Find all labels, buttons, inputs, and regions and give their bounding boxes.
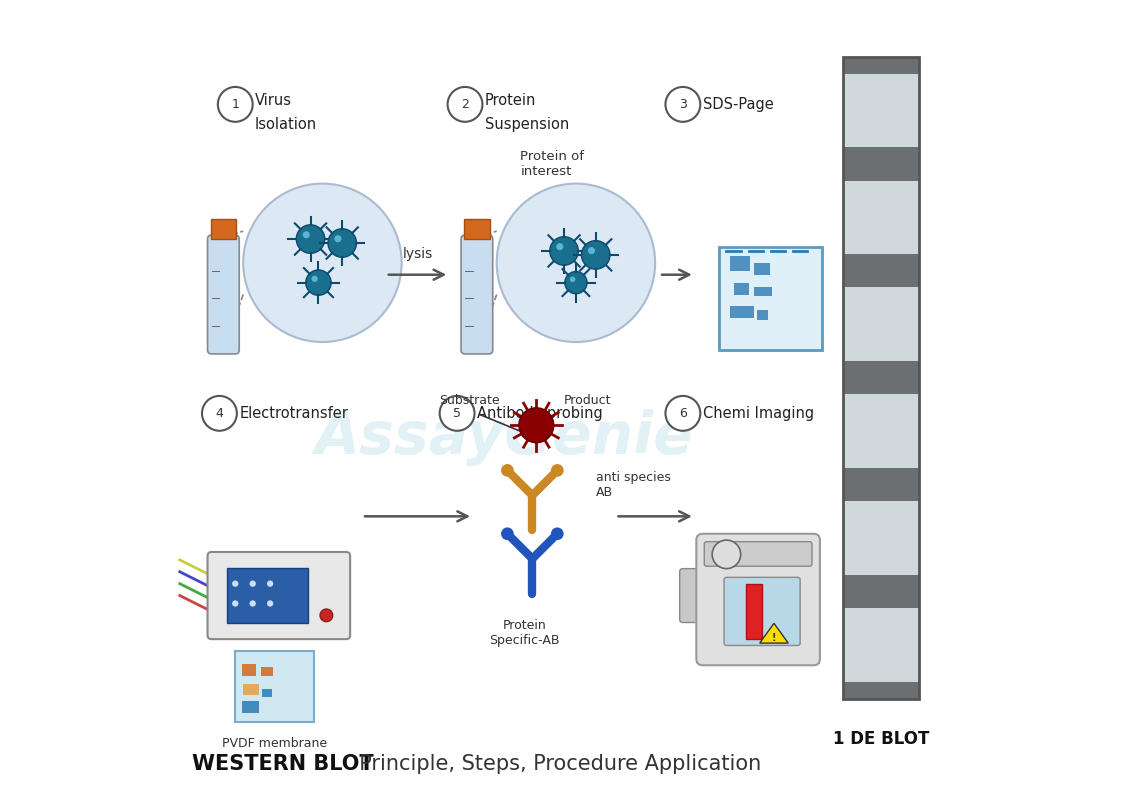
Bar: [746, 584, 762, 639]
FancyBboxPatch shape: [724, 577, 800, 646]
Bar: [243, 684, 259, 695]
Circle shape: [557, 243, 563, 250]
Bar: [843, 57, 919, 74]
Text: Virus: Virus: [256, 93, 292, 108]
Bar: [210, 219, 236, 239]
Text: 1: 1: [232, 98, 240, 111]
Bar: [734, 284, 749, 294]
Bar: [843, 57, 919, 699]
Circle shape: [448, 87, 483, 122]
FancyBboxPatch shape: [208, 552, 350, 639]
Bar: [843, 468, 919, 502]
Circle shape: [243, 184, 402, 342]
Text: 2: 2: [461, 98, 469, 111]
Bar: [262, 689, 272, 697]
Circle shape: [328, 229, 357, 258]
Circle shape: [666, 396, 700, 431]
Circle shape: [588, 247, 595, 254]
Circle shape: [218, 87, 252, 122]
Circle shape: [232, 580, 239, 587]
Bar: [730, 306, 754, 318]
Bar: [843, 288, 919, 361]
FancyBboxPatch shape: [208, 235, 240, 354]
Circle shape: [311, 276, 318, 282]
Circle shape: [320, 609, 333, 622]
Circle shape: [232, 600, 239, 607]
Circle shape: [712, 540, 741, 568]
FancyBboxPatch shape: [679, 568, 705, 622]
Bar: [757, 309, 768, 320]
Text: lysis: lysis: [402, 247, 433, 262]
Bar: [843, 361, 919, 394]
Bar: [843, 575, 919, 608]
Text: Protein: Protein: [485, 93, 536, 108]
Circle shape: [501, 527, 513, 540]
Circle shape: [550, 237, 578, 266]
Circle shape: [267, 580, 274, 587]
FancyBboxPatch shape: [235, 651, 315, 723]
Text: anti species
AB: anti species AB: [595, 471, 670, 498]
Text: Suspension: Suspension: [485, 117, 569, 132]
Bar: [242, 665, 256, 677]
Bar: [227, 568, 308, 623]
Text: 5: 5: [453, 407, 461, 420]
FancyBboxPatch shape: [719, 247, 821, 350]
Bar: [260, 667, 273, 677]
Text: Chemi Imaging: Chemi Imaging: [703, 405, 813, 421]
Text: Antibody probing: Antibody probing: [477, 405, 602, 421]
Text: WESTERN BLOT: WESTERN BLOT: [192, 754, 374, 774]
Circle shape: [496, 184, 655, 342]
Bar: [843, 147, 919, 180]
Text: 3: 3: [679, 98, 687, 111]
Bar: [465, 219, 490, 239]
Bar: [843, 180, 919, 254]
FancyBboxPatch shape: [696, 533, 820, 665]
Circle shape: [666, 87, 700, 122]
FancyBboxPatch shape: [704, 541, 812, 566]
Text: 4: 4: [216, 407, 224, 420]
Text: Protein
Specific-AB: Protein Specific-AB: [490, 619, 560, 647]
Text: Isolation: Isolation: [256, 117, 317, 132]
Circle shape: [582, 241, 610, 270]
Text: Electrotransfer: Electrotransfer: [240, 405, 348, 421]
Text: Protein of
interest: Protein of interest: [520, 149, 584, 178]
Circle shape: [519, 408, 553, 443]
Text: Principle, Steps, Procedure Application: Principle, Steps, Procedure Application: [346, 754, 761, 774]
Bar: [843, 682, 919, 699]
Circle shape: [565, 272, 587, 293]
Bar: [730, 257, 750, 271]
Circle shape: [440, 396, 475, 431]
Circle shape: [334, 235, 342, 242]
Text: SDS-Page: SDS-Page: [703, 97, 774, 112]
Circle shape: [250, 580, 256, 587]
Text: 6: 6: [679, 407, 687, 420]
Circle shape: [202, 396, 236, 431]
Circle shape: [570, 277, 575, 282]
Text: PVDF membrane: PVDF membrane: [223, 737, 327, 750]
Bar: [754, 263, 770, 275]
Bar: [843, 254, 919, 288]
Bar: [242, 701, 259, 713]
Circle shape: [267, 600, 274, 607]
Circle shape: [250, 600, 256, 607]
Bar: [843, 394, 919, 468]
Bar: [843, 608, 919, 682]
Circle shape: [296, 225, 325, 254]
FancyBboxPatch shape: [461, 235, 493, 354]
Circle shape: [551, 464, 563, 477]
Polygon shape: [760, 623, 788, 643]
Bar: [843, 502, 919, 575]
Circle shape: [551, 527, 563, 540]
Text: Substrate: Substrate: [438, 394, 500, 407]
Circle shape: [302, 231, 310, 238]
Bar: [754, 286, 771, 296]
Circle shape: [501, 464, 513, 477]
Text: AssayGenie: AssayGenie: [315, 409, 694, 466]
Bar: [843, 74, 919, 147]
Text: 1 DE BLOT: 1 DE BLOT: [833, 731, 929, 748]
Text: Product: Product: [565, 394, 611, 407]
Text: !: !: [771, 634, 776, 643]
Circle shape: [306, 270, 331, 295]
